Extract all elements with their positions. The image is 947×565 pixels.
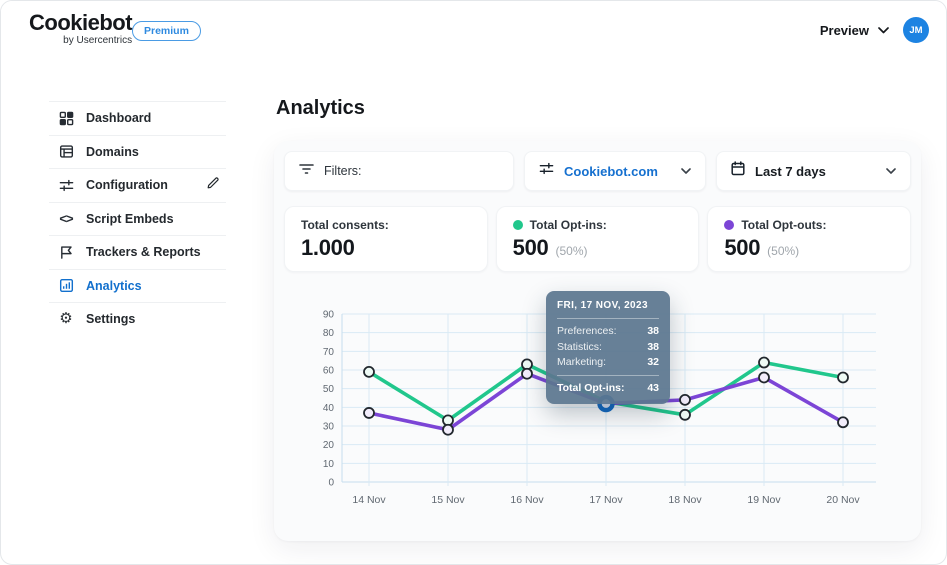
sidebar-item-script-embeds[interactable]: <> Script Embeds (49, 201, 226, 236)
analytics-card: Filters: Cookiebot.com Last 7 days (274, 141, 921, 541)
svg-text:18 Nov: 18 Nov (668, 494, 702, 506)
stat-total-opt-ins: Total Opt-ins: 500 (50%) (495, 206, 700, 272)
chevron-down-icon (886, 168, 896, 174)
sidebar-item-domains[interactable]: Domains (49, 134, 226, 169)
stat-label: Total consents: (301, 218, 389, 232)
premium-badge: Premium (132, 21, 201, 41)
svg-text:14 Nov: 14 Nov (352, 494, 386, 506)
tooltip-row: Preferences: 38 (557, 325, 659, 337)
flag-icon (58, 244, 74, 260)
domain-dropdown[interactable]: Cookiebot.com (524, 151, 706, 191)
sidebar-item-trackers-reports[interactable]: Trackers & Reports (49, 235, 226, 269)
top-bar: Cookiebot by Usercentrics Premium Previe… (1, 1, 946, 63)
preview-button[interactable]: Preview (820, 21, 889, 39)
filter-icon (299, 162, 314, 180)
page-title: Analytics (276, 97, 365, 119)
filters-label-box: Filters: (284, 151, 514, 191)
svg-text:19 Nov: 19 Nov (747, 494, 781, 506)
chart-tooltip: FRI, 17 NOV, 2023 Preferences: 38 Statis… (546, 291, 670, 404)
sidebar-item-label: Trackers & Reports (86, 245, 201, 260)
chevron-down-icon (681, 168, 691, 174)
stat-value: 500 (724, 235, 761, 260)
svg-text:30: 30 (323, 422, 335, 433)
logo-subtitle: by Usercentrics (63, 35, 133, 46)
domains-icon (58, 144, 74, 160)
opt-outs-dot (724, 220, 735, 230)
preview-label: Preview (819, 22, 869, 38)
date-range-dropdown[interactable]: Last 7 days (716, 151, 911, 191)
cookiebot-logo: Cookiebot by Usercentrics (29, 10, 133, 47)
gear-icon: ⚙ (59, 310, 73, 328)
stat-percentage: (50%) (555, 244, 588, 258)
sidebar-item-label: Configuration (86, 178, 168, 193)
logo-title: Cookiebot (29, 10, 133, 35)
tooltip-date: FRI, 17 NOV, 2023 (557, 300, 648, 311)
sidebar-item-configuration[interactable]: Configuration (49, 168, 226, 202)
chart-canvas[interactable]: 0 10 20 30 40 50 60 70 80 90 14 Nov 15 Nov 16 Nov 17 … (306, 304, 896, 519)
filters-label: Filters: (324, 164, 362, 178)
sidebar-item-dashboard[interactable]: Dashboard (49, 101, 226, 135)
sliders-icon (58, 177, 74, 193)
svg-text:40: 40 (323, 403, 335, 414)
chevron-down-icon (878, 21, 889, 39)
sidebar-item-label: Domains (86, 144, 139, 159)
pencil-icon[interactable] (206, 176, 220, 195)
sidebar: Dashboard Domains Configuration <> Scrip… (49, 101, 226, 336)
stat-label: Total Opt-outs: (741, 218, 827, 232)
bar-chart-icon (58, 278, 74, 294)
svg-text:50: 50 (323, 384, 335, 395)
svg-text:20 Nov: 20 Nov (826, 494, 860, 506)
svg-text:80: 80 (323, 328, 335, 339)
sidebar-item-label: Script Embeds (86, 211, 174, 226)
opt-ins-dot (512, 220, 523, 230)
sidebar-item-label: Dashboard (86, 111, 152, 126)
tooltip-divider (557, 375, 659, 376)
tooltip-total-row: Total Opt-ins: 43 (557, 382, 659, 394)
date-dropdown-value: Last 7 days (755, 163, 826, 179)
calendar-icon (731, 161, 745, 181)
code-icon: <> (59, 210, 73, 226)
svg-text:15 Nov: 15 Nov (431, 494, 465, 506)
stat-value: 1.000 (301, 235, 355, 260)
svg-text:60: 60 (323, 366, 335, 377)
sliders-icon (539, 161, 554, 181)
stat-label: Total Opt-ins: (529, 218, 607, 232)
stats-row: Total consents: 1.000 Total Opt-ins: 500… (284, 206, 912, 272)
avatar[interactable]: JM (903, 17, 929, 43)
stat-value: 500 (512, 235, 549, 260)
svg-text:70: 70 (323, 347, 335, 358)
stat-total-consents: Total consents: 1.000 (284, 206, 488, 272)
svg-text:20: 20 (323, 440, 335, 451)
tooltip-row: Marketing: 32 (557, 356, 659, 368)
svg-text:16 Nov: 16 Nov (510, 494, 544, 506)
sidebar-item-label: Analytics (86, 278, 142, 293)
sidebar-item-settings[interactable]: ⚙ Settings (49, 302, 226, 336)
svg-text:90: 90 (323, 310, 335, 321)
svg-text:17 Nov: 17 Nov (589, 494, 623, 506)
filters-row: Filters: Cookiebot.com Last 7 days (284, 151, 911, 191)
svg-text:0: 0 (328, 478, 334, 489)
domain-dropdown-value: Cookiebot.com (564, 163, 658, 179)
dashboard-icon (58, 110, 74, 126)
stat-total-opt-outs: Total Opt-outs: 500 (50%) (707, 206, 912, 272)
tooltip-divider (557, 318, 659, 319)
sidebar-item-analytics[interactable]: Analytics (49, 268, 226, 303)
consents-line-chart[interactable]: 0 10 20 30 40 50 60 70 80 90 14 Nov 15 Nov 16 Nov 17 … (306, 291, 896, 519)
svg-text:10: 10 (323, 459, 335, 470)
tooltip-row: Statistics: 38 (557, 340, 659, 353)
sidebar-item-label: Settings (86, 312, 136, 327)
stat-percentage: (50%) (767, 244, 800, 258)
